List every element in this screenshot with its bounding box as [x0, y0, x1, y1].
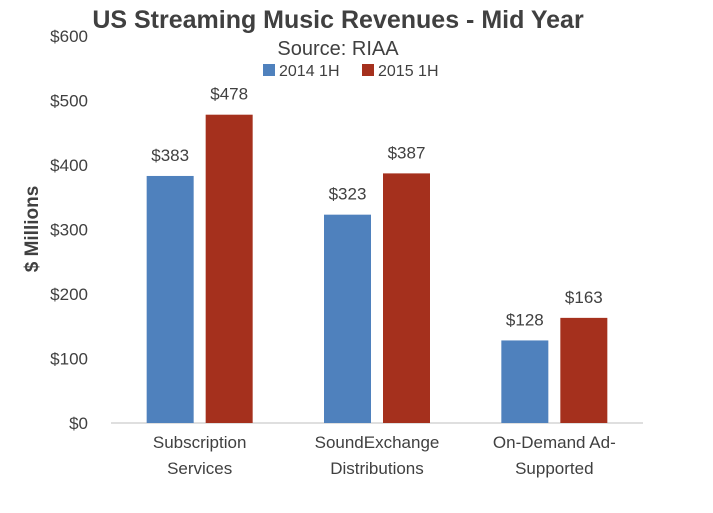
legend-label-2015: 2015 1H: [378, 63, 439, 80]
data-label: $387: [388, 143, 426, 162]
bar-2015-1h: [560, 317, 608, 423]
data-label: $163: [565, 288, 603, 307]
y-tick-label: $400: [50, 156, 88, 175]
bar-2014-1h: [146, 175, 194, 423]
legend: 2014 1H 2015 1H: [263, 63, 439, 80]
bar-2014-1h: [324, 214, 371, 423]
y-tick-label: $100: [50, 350, 88, 369]
x-category-label: Distributions: [330, 459, 424, 478]
data-label: $478: [210, 85, 248, 104]
y-axis-ticks: $0 $100 $200 $300 $400 $500 $600: [50, 27, 88, 433]
y-tick-label: $0: [69, 414, 88, 433]
x-category-label: SoundExchange: [315, 433, 440, 452]
y-tick-label: $500: [50, 92, 88, 111]
x-category-label: Services: [167, 459, 232, 478]
x-category-label: Supported: [515, 459, 593, 478]
bar-2014-1h: [501, 340, 549, 423]
category-labels: Subscription Services SoundExchange Distrib…: [153, 433, 616, 478]
legend-swatch-2014: [263, 64, 275, 76]
y-tick-label: $300: [50, 221, 88, 240]
bar-2015-1h: [383, 173, 430, 423]
bar-2015-1h: [205, 114, 253, 423]
y-axis-label: $ Millions: [22, 186, 43, 273]
legend-label-2014: 2014 1H: [279, 63, 340, 80]
y-tick-label: $600: [50, 27, 88, 46]
x-category-label: On-Demand Ad-: [493, 433, 616, 452]
x-category-label: Subscription: [153, 433, 247, 452]
chart-subtitle: Source: RIAA: [277, 38, 399, 60]
bars-group: $383 $478 $323 $387 $128 $163: [146, 85, 608, 423]
chart-title: US Streaming Music Revenues - Mid Year: [92, 6, 584, 34]
data-label: $128: [506, 310, 544, 329]
data-label: $323: [329, 185, 367, 204]
data-label: $383: [151, 146, 189, 165]
y-tick-label: $200: [50, 285, 88, 304]
legend-swatch-2015: [362, 64, 374, 76]
